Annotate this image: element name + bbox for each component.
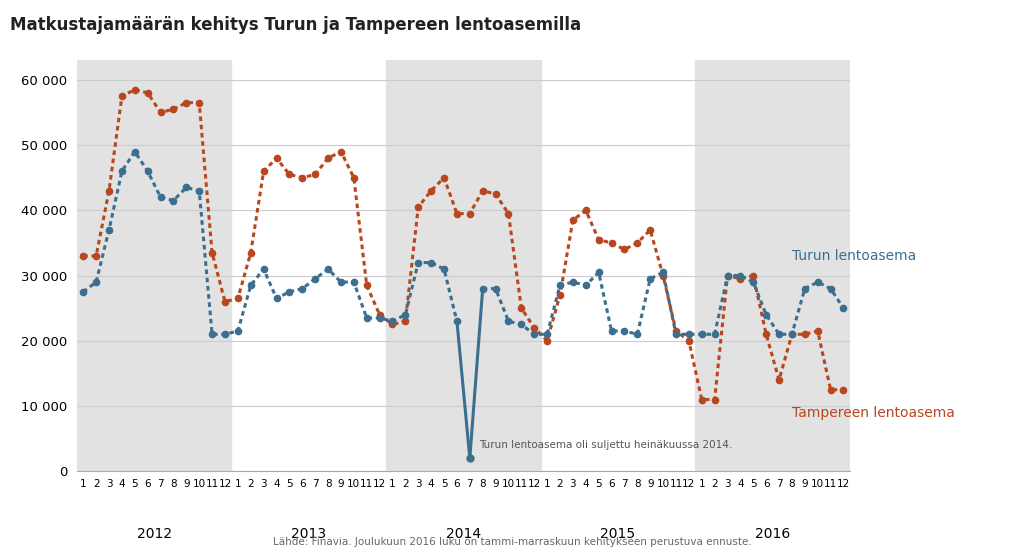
Bar [386, 60, 541, 471]
Text: 2015: 2015 [600, 527, 636, 541]
Text: Tampereen lentoasema: Tampereen lentoasema [792, 406, 954, 420]
Text: Lähde: Finavia. Joulukuun 2016 luku on tammi-marraskuun kehitykseen perustuva en: Lähde: Finavia. Joulukuun 2016 luku on t… [272, 537, 752, 547]
Text: Matkustajamäärän kehitys Turun ja Tampereen lentoasemilla: Matkustajamäärän kehitys Turun ja Tamper… [10, 16, 582, 35]
Text: Turun lentoasema oli suljettu heinäkuussa 2014.: Turun lentoasema oli suljettu heinäkuuss… [479, 441, 732, 450]
Bar [695, 60, 850, 471]
Text: 2016: 2016 [755, 527, 791, 541]
Text: 2013: 2013 [291, 527, 327, 541]
Text: 2012: 2012 [136, 527, 172, 541]
Text: Turun lentoasema: Turun lentoasema [792, 249, 916, 263]
Bar [77, 60, 231, 471]
Text: 2014: 2014 [445, 527, 481, 541]
